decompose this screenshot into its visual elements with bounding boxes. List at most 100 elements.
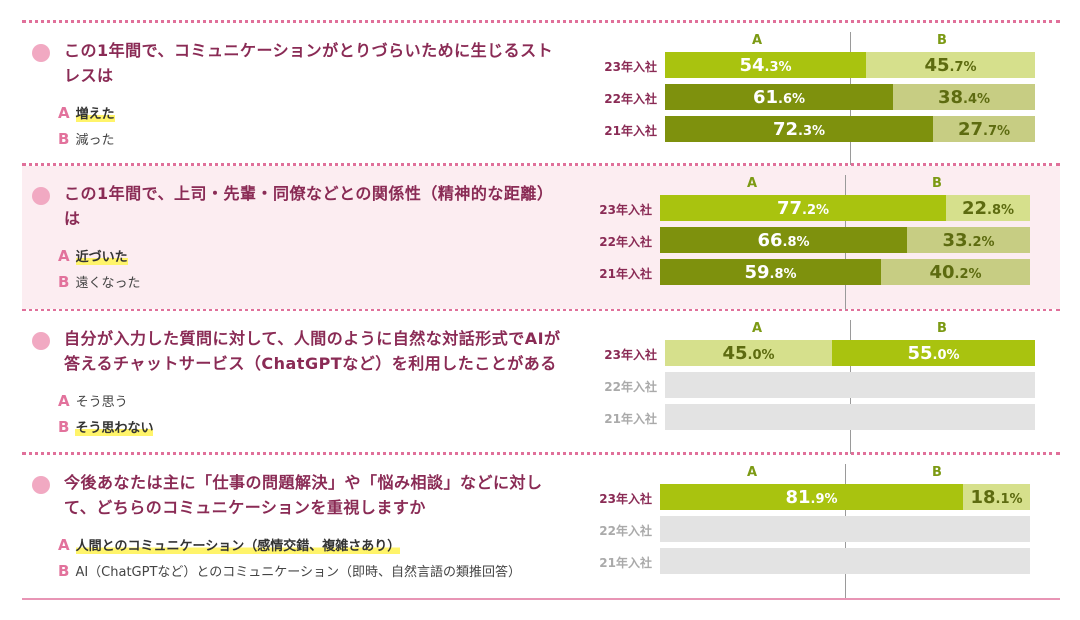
row-label: 21年入社 <box>599 556 652 570</box>
value-label-a: 45.0% <box>722 343 775 364</box>
row-label: 23年入社 <box>604 60 657 74</box>
value-label-b: 40.2% <box>929 262 982 283</box>
option-text: AI（ChatGPTなど）とのコミュニケーション（即時、自然言語の類推回答） <box>75 565 522 580</box>
option-letter: B <box>58 273 70 291</box>
value-label-a: 59.8% <box>744 262 797 283</box>
row-label: 23年入社 <box>599 203 652 217</box>
option-text: 増えた <box>75 107 115 122</box>
value-label-a: 77.2% <box>776 198 830 219</box>
value-label-b: 22.8% <box>961 198 1015 219</box>
row-label: 22年入社 <box>604 92 657 106</box>
column-label-a: A <box>751 321 763 336</box>
bar-segment-b <box>893 84 1035 110</box>
answer-option-b: B そう思わない <box>58 418 154 438</box>
bar-segment-a <box>660 195 946 221</box>
stacked-bar: 77.2% 22.8% <box>660 195 1030 221</box>
option-letter: A <box>58 392 70 410</box>
value-label-b: 27.7% <box>957 119 1011 140</box>
section-divider <box>22 163 1060 166</box>
value-label-b: 18.1% <box>970 487 1023 508</box>
option-text: そう思わない <box>75 421 154 436</box>
bar-segment-b <box>963 484 1030 510</box>
bar-segment-a <box>665 52 866 78</box>
bar-segment-a <box>665 340 832 366</box>
empty-bar <box>665 404 1035 430</box>
row-label: 21年入社 <box>604 124 657 138</box>
bar-segment-b <box>907 227 1030 253</box>
option-letter: A <box>58 104 70 122</box>
option-text: 人間とのコミュニケーション（感情交錯、複雑さあり） <box>75 539 401 554</box>
column-label-b: B <box>937 321 947 336</box>
empty-bar <box>665 372 1035 398</box>
option-letter: A <box>58 536 70 554</box>
answer-option-a: A 近づいた <box>58 247 128 267</box>
bar-segment-b <box>881 259 1030 285</box>
answer-option-a: A 増えた <box>58 104 115 124</box>
question-text: この1年間で、上司・先輩・同僚などとの関係性（精神的な距離）は <box>64 184 554 228</box>
option-text: そう思う <box>75 395 128 410</box>
value-label-b: 45.7% <box>924 55 977 76</box>
value-label-b: 55.0% <box>907 343 960 364</box>
column-label-a: A <box>746 465 758 480</box>
answer-option-a: A そう思う <box>58 392 128 412</box>
section-divider <box>22 308 1060 311</box>
bar-segment-a <box>660 484 963 510</box>
bar-segment-a <box>660 227 907 253</box>
bar-segment-b <box>832 340 1035 366</box>
empty-bar <box>660 516 1030 542</box>
stacked-bar: 59.8% 40.2% <box>660 259 1030 285</box>
stacked-bar: 66.8% 33.2% <box>660 227 1030 253</box>
bar-segment-a <box>665 116 933 142</box>
question-bullet-icon <box>32 44 50 62</box>
value-label-a: 61.6% <box>752 87 806 108</box>
option-text: 遠くなった <box>75 276 141 291</box>
value-label-b: 33.2% <box>942 230 995 251</box>
stacked-bar: 72.3% 27.7% <box>665 116 1035 142</box>
row-label: 23年入社 <box>604 348 657 362</box>
option-letter: A <box>58 247 70 265</box>
column-label-a: A <box>746 176 758 191</box>
empty-bar <box>660 548 1030 574</box>
question-bullet-icon <box>32 187 50 205</box>
row-label: 22年入社 <box>599 235 652 249</box>
row-label: 21年入社 <box>604 412 657 426</box>
value-label-a: 72.3% <box>772 119 826 140</box>
column-label-b: B <box>932 465 942 480</box>
answer-option-a: A 人間とのコミュニケーション（感情交錯、複雑さあり） <box>58 536 401 556</box>
section-divider <box>22 20 1060 23</box>
bar-segment-b <box>946 195 1030 221</box>
row-label: 22年入社 <box>599 524 652 538</box>
question-bullet-icon <box>32 332 50 350</box>
option-letter: B <box>58 562 70 580</box>
value-label-a: 81.9% <box>785 487 838 508</box>
column-label-b: B <box>932 176 942 191</box>
column-label-b: B <box>937 33 947 48</box>
bar-segment-b <box>866 52 1035 78</box>
column-label-a: A <box>751 33 763 48</box>
section-divider <box>22 452 1060 455</box>
stacked-bar: 81.9% 18.1% <box>660 484 1030 510</box>
bottom-rule <box>22 598 1060 600</box>
option-text: 近づいた <box>75 250 128 265</box>
answer-option-b: B AI（ChatGPTなど）とのコミュニケーション（即時、自然言語の類推回答） <box>58 562 521 582</box>
option-letter: B <box>58 130 70 148</box>
row-label: 22年入社 <box>604 380 657 394</box>
answer-option-b: B 遠くなった <box>58 273 140 293</box>
value-label-b: 38.4% <box>937 87 991 108</box>
stacked-bar: 45.0% 55.0% <box>665 340 1035 366</box>
value-label-a: 66.8% <box>757 230 810 251</box>
bar-segment-a <box>665 84 893 110</box>
stacked-bar: 54.3% 45.7% <box>665 52 1035 78</box>
row-label: 21年入社 <box>599 267 652 281</box>
option-letter: B <box>58 418 70 436</box>
question-text: 今後あなたは主に「仕事の問題解決」や「悩み相談」などに対して、どちらのコミュニケ… <box>64 473 543 517</box>
stacked-bar: 61.6% 38.4% <box>665 84 1035 110</box>
value-label-a: 54.3% <box>739 55 792 76</box>
answer-option-b: B 減った <box>58 130 114 150</box>
row-label: 23年入社 <box>599 492 652 506</box>
question-text: 自分が入力した質問に対して、人間のように自然な対話形式でAIが答えるチャットサー… <box>64 329 561 373</box>
question-text: この1年間で、コミュニケーションがとりづらいために生じるストレスは <box>64 41 554 85</box>
question-bullet-icon <box>32 476 50 494</box>
bar-segment-a <box>660 259 881 285</box>
bar-segment-b <box>933 116 1035 142</box>
